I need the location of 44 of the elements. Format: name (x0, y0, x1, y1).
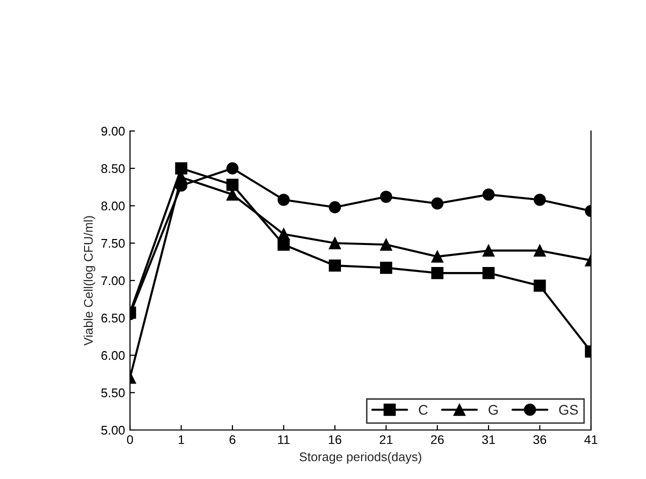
point (534, 280, 546, 292)
y-axis-title: Viable Cell(log CFU/ml) (84, 216, 96, 346)
point (278, 194, 290, 206)
point (175, 162, 188, 174)
x-tick-label: 21 (380, 435, 392, 444)
x-axis-title: Storage periods(days) (300, 452, 422, 464)
point (431, 197, 444, 210)
point (328, 201, 341, 214)
point (534, 194, 546, 206)
legend-label: C (418, 404, 428, 415)
x-tick-label: 11 (278, 435, 290, 444)
point (482, 244, 495, 257)
point (278, 238, 290, 251)
y-tick-label: 5.00 (101, 426, 125, 435)
x-tick-label: 36 (533, 435, 546, 444)
y-tick-label: 6.00 (101, 351, 125, 360)
point (380, 190, 392, 203)
x-tick-label: 31 (482, 435, 495, 444)
point (431, 266, 444, 280)
y-tick-label: 6.50 (101, 314, 125, 323)
x-tick-label: 16 (328, 435, 342, 444)
x-tick-label: 0 (127, 435, 133, 444)
y-tick-label: 7.50 (101, 238, 125, 248)
x-tick-label: 41 (584, 435, 598, 444)
x-tick-label: 26 (431, 435, 444, 444)
x-tick-label: 1 (178, 435, 184, 444)
x-tick-label: 6 (230, 435, 236, 444)
y-tick-label: 7.00 (101, 276, 125, 286)
point (482, 266, 495, 280)
point (328, 237, 341, 250)
point (482, 188, 495, 201)
legend-label: GS (559, 404, 578, 415)
y-tick-label: 8.50 (101, 164, 125, 174)
point (328, 259, 341, 272)
point (226, 178, 239, 191)
y-tick-label: 9.00 (101, 126, 125, 136)
legend-label: G (488, 404, 498, 415)
point (534, 244, 546, 257)
point (431, 250, 444, 263)
point (380, 238, 392, 251)
y-tick-label: 5.50 (101, 388, 125, 398)
point (380, 262, 392, 274)
y-tick-label: 8.00 (101, 202, 125, 210)
point (226, 162, 239, 174)
